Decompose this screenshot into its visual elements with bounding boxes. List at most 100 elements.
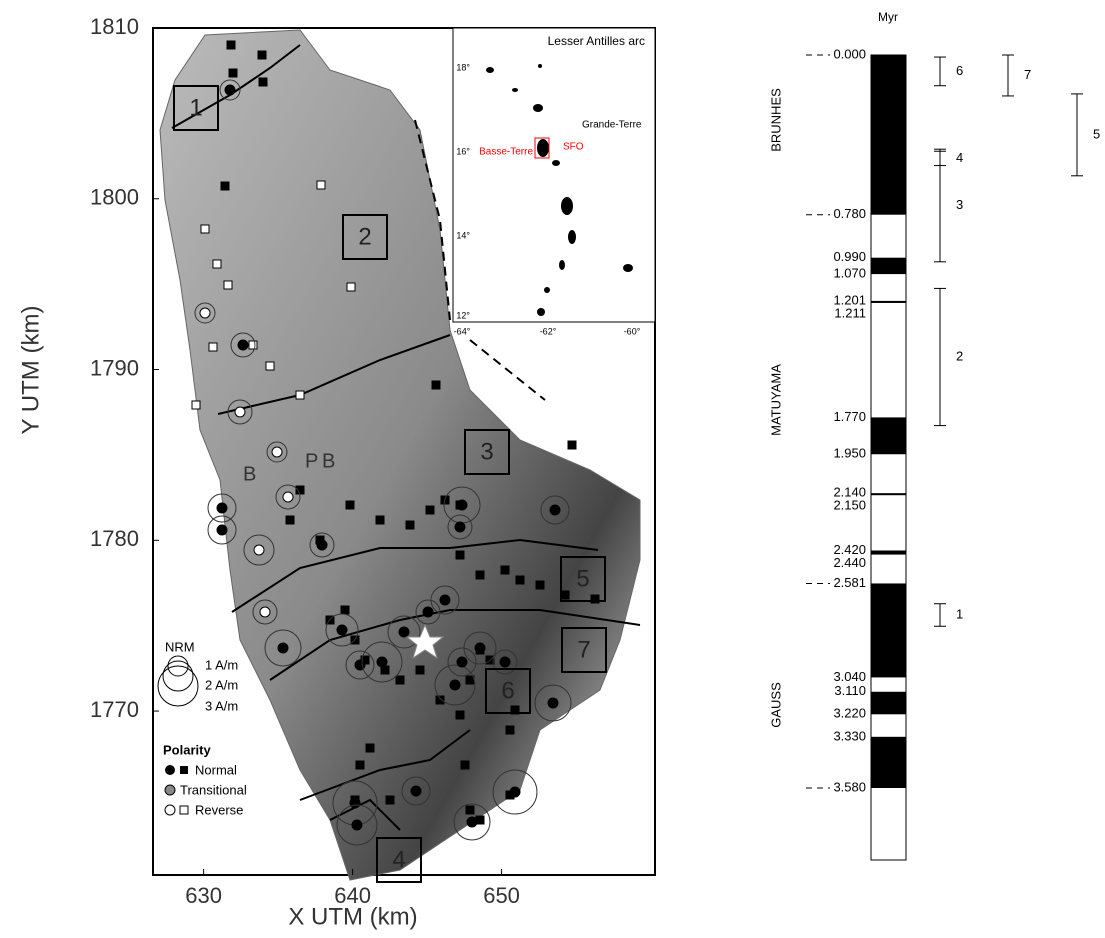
normal-interval — [871, 55, 906, 215]
sample-circle — [454, 521, 466, 533]
zone-box — [560, 556, 606, 602]
sample-square — [465, 805, 475, 815]
bracket-label: 4 — [956, 150, 963, 165]
zone-label: 4 — [392, 846, 405, 873]
sample-square — [355, 760, 365, 770]
nrm-circle — [309, 532, 335, 558]
age-label: 3.040 — [833, 669, 866, 684]
age-label: 3.580 — [833, 779, 866, 794]
inset — [452, 27, 656, 323]
sample-circle — [499, 656, 511, 668]
sample-circle — [376, 656, 388, 668]
bracket-label: 7 — [1024, 67, 1031, 82]
sample-square — [200, 224, 210, 234]
normal-interval — [871, 550, 906, 555]
inset-islands — [486, 64, 633, 316]
sample-circle — [216, 502, 228, 514]
sample-circle — [237, 339, 249, 351]
sample-circle — [509, 786, 521, 798]
nrm-circle — [264, 629, 302, 667]
sample-square — [465, 675, 475, 685]
chron: MATUYAMA — [768, 364, 783, 436]
sample-square — [385, 795, 395, 805]
sample-square — [460, 760, 470, 770]
nrm-circle — [492, 649, 518, 675]
age-label: 3.330 — [833, 728, 866, 743]
nrm-circle — [266, 441, 288, 463]
nrm-circle — [252, 599, 278, 625]
legend-label: 1 A/m — [205, 657, 238, 672]
nrm-circle — [430, 585, 460, 615]
nrm-circle — [230, 332, 256, 358]
nrm-circle — [243, 534, 275, 566]
normal-interval — [871, 736, 906, 788]
sample-circle — [271, 446, 283, 458]
inset-label: Grande-Terre — [582, 120, 642, 131]
inset-lon: -62° — [540, 326, 557, 336]
sample-circle — [549, 504, 561, 516]
sample-circle — [277, 642, 289, 654]
sample-circle — [253, 544, 265, 556]
sample-square — [590, 594, 600, 604]
inset-lon: -64° — [454, 326, 471, 336]
inset-lat: 12° — [456, 310, 470, 320]
column-unit: Myr — [878, 10, 898, 24]
nrm-circle — [534, 684, 572, 722]
sample-circle — [456, 656, 468, 668]
zone-box — [342, 214, 388, 260]
zone-box — [173, 85, 219, 131]
age-label: 2.581 — [833, 575, 866, 590]
sample-square — [375, 515, 385, 525]
sample-square — [220, 181, 230, 191]
legend-title: Polarity — [163, 742, 211, 757]
age-label: 0.000 — [833, 46, 866, 61]
zone-label: 5 — [576, 565, 589, 592]
sample-square — [295, 390, 305, 400]
sample-circle — [351, 819, 363, 831]
inset-lat: 14° — [456, 230, 470, 240]
nrm-circle — [336, 804, 378, 846]
y-tick-label: 1810 — [90, 14, 139, 39]
sample-square — [435, 695, 445, 705]
sample-square — [248, 340, 258, 350]
zone-label: 2 — [358, 223, 371, 250]
age-label: 1.070 — [833, 266, 866, 281]
age-label: 3.110 — [834, 683, 866, 698]
sample-square — [535, 580, 545, 590]
nrm-circle — [447, 514, 473, 540]
zone-label: 6 — [501, 677, 514, 704]
x-axis-label: X UTM (km) — [288, 903, 417, 930]
sample-square — [340, 605, 350, 615]
age-label: 2.420 — [833, 542, 866, 557]
nrm-circle — [434, 664, 476, 706]
bracket-label: 3 — [956, 197, 963, 212]
sample-circle — [282, 491, 294, 503]
sample-square — [505, 725, 515, 735]
inset-label: SFO — [563, 142, 584, 153]
y-tick-label: 1770 — [90, 697, 139, 722]
sample-square — [191, 400, 201, 410]
sample-circle — [224, 84, 236, 96]
age-label: 2.140 — [833, 485, 866, 500]
sample-circle — [474, 642, 486, 654]
y-axis-label: Y UTM (km) — [17, 306, 44, 435]
sample-square — [228, 68, 238, 78]
sample-square — [567, 440, 577, 450]
inset-lat: 18° — [456, 62, 470, 72]
legend-label: Normal — [195, 762, 237, 777]
sample-square — [208, 342, 218, 352]
nrm-circle — [207, 493, 237, 523]
samples — [191, 40, 600, 846]
sample-square — [285, 515, 295, 525]
chron: BRUNHES — [768, 88, 783, 152]
zone-label: 3 — [480, 438, 493, 465]
sample-circle — [259, 606, 271, 618]
normal-interval — [871, 583, 906, 678]
age-label: 1.201 — [833, 292, 866, 307]
chron: GAUSS — [768, 682, 783, 728]
sample-circle — [316, 539, 328, 551]
age-label: 2.440 — [833, 555, 866, 570]
normal-interval — [871, 691, 906, 715]
age-label: 1.950 — [833, 446, 866, 461]
